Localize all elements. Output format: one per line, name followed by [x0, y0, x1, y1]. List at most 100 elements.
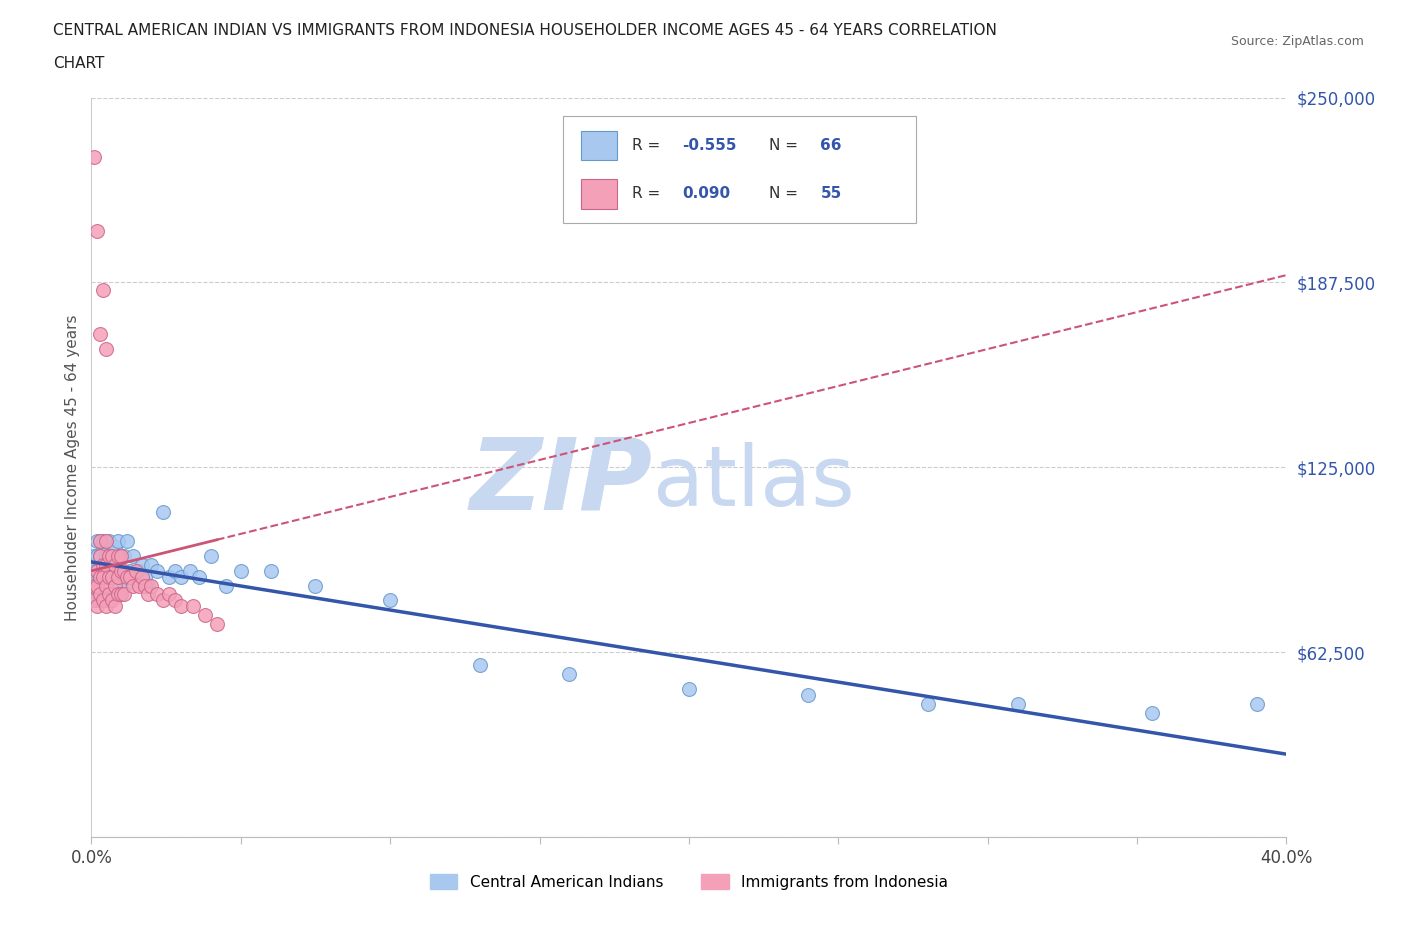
Point — [89, 549, 111, 564]
Point — [678, 682, 700, 697]
Point — [86, 593, 108, 608]
Point — [93, 557, 115, 572]
Point — [112, 587, 135, 602]
Point — [89, 593, 111, 608]
Point — [98, 593, 121, 608]
Point — [205, 617, 228, 631]
Point — [122, 578, 145, 593]
Point — [170, 569, 193, 584]
Point — [157, 587, 180, 602]
Point — [136, 587, 159, 602]
Point — [86, 223, 108, 238]
Point — [125, 569, 148, 584]
Point — [131, 557, 153, 572]
Text: 55: 55 — [821, 186, 842, 201]
Point — [96, 534, 118, 549]
Point — [101, 549, 124, 564]
Point — [83, 564, 105, 578]
Point — [93, 593, 115, 608]
Point — [104, 569, 127, 584]
Point — [101, 549, 124, 564]
Text: 0.090: 0.090 — [682, 186, 730, 201]
FancyBboxPatch shape — [582, 179, 617, 208]
Point — [104, 557, 127, 572]
Point — [122, 549, 145, 564]
Point — [110, 564, 132, 578]
Point — [89, 549, 111, 564]
Point — [1007, 697, 1029, 711]
Point — [179, 564, 201, 578]
Point — [89, 587, 111, 602]
Point — [96, 564, 118, 578]
Text: -0.555: -0.555 — [682, 139, 737, 153]
Point — [128, 564, 150, 578]
Text: 66: 66 — [821, 139, 842, 153]
Point — [104, 599, 127, 614]
Point — [93, 587, 115, 602]
Point — [304, 578, 326, 593]
Point — [146, 587, 169, 602]
Point — [89, 569, 111, 584]
Point — [98, 534, 121, 549]
Point — [93, 534, 115, 549]
Point — [125, 564, 148, 578]
Point — [98, 569, 121, 584]
Point — [96, 549, 118, 564]
Point — [1246, 697, 1268, 711]
Point — [104, 578, 127, 593]
Point — [152, 593, 174, 608]
Point — [98, 587, 121, 602]
Point — [163, 593, 186, 608]
Point — [380, 593, 402, 608]
Point — [112, 578, 135, 593]
Text: CHART: CHART — [53, 56, 105, 71]
Text: N =: N = — [769, 186, 803, 201]
Point — [89, 578, 111, 593]
Point — [89, 569, 111, 584]
Point — [83, 593, 105, 608]
Point — [110, 587, 132, 602]
Point — [136, 578, 159, 593]
Point — [131, 569, 153, 584]
Y-axis label: Householder Income Ages 45 - 64 years: Householder Income Ages 45 - 64 years — [65, 314, 80, 620]
FancyBboxPatch shape — [564, 116, 917, 223]
Point — [115, 569, 138, 584]
Point — [188, 569, 211, 584]
Point — [107, 587, 129, 602]
Point — [104, 539, 127, 554]
Point — [86, 564, 108, 578]
Point — [96, 578, 118, 593]
Point — [86, 578, 108, 593]
FancyBboxPatch shape — [582, 131, 617, 161]
Point — [83, 578, 105, 593]
Point — [181, 599, 204, 614]
Point — [152, 504, 174, 519]
Point — [128, 578, 150, 593]
Point — [163, 564, 186, 578]
Point — [93, 569, 115, 584]
Text: ZIP: ZIP — [470, 433, 652, 531]
Point — [170, 599, 193, 614]
Point — [229, 564, 252, 578]
Point — [112, 549, 135, 564]
Point — [89, 534, 111, 549]
Point — [101, 593, 124, 608]
Point — [93, 283, 115, 298]
Text: R =: R = — [631, 186, 665, 201]
Point — [93, 569, 115, 584]
Point — [83, 150, 105, 165]
Point — [86, 599, 108, 614]
Point — [215, 578, 238, 593]
Point — [120, 564, 142, 578]
Point — [141, 557, 163, 572]
Text: Source: ZipAtlas.com: Source: ZipAtlas.com — [1230, 35, 1364, 48]
Point — [101, 569, 124, 584]
Point — [89, 534, 111, 549]
Point — [96, 599, 118, 614]
Point — [917, 697, 939, 711]
Point — [96, 593, 118, 608]
Point — [558, 667, 581, 682]
Point — [86, 534, 108, 549]
Point — [194, 608, 217, 623]
Point — [83, 578, 105, 593]
